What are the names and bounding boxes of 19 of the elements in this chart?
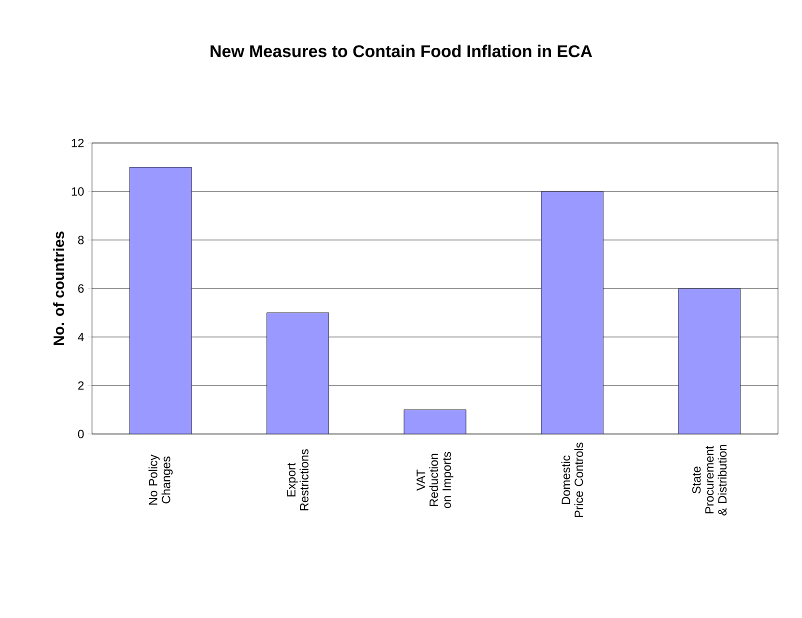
bar <box>678 288 741 434</box>
y-tick-label: 8 <box>78 236 84 244</box>
y-tick-label: 12 <box>72 138 84 148</box>
bar <box>266 312 330 434</box>
y-tick-label: 4 <box>78 332 84 342</box>
bar <box>129 167 192 434</box>
y-tick-label: 6 <box>78 284 84 293</box>
y-axis-title: No. of countries <box>53 232 64 346</box>
y-tick-label: 10 <box>72 187 84 196</box>
x-tick-label: State Procurement & Distribution <box>692 444 727 516</box>
bar <box>404 410 466 434</box>
bar <box>541 191 604 434</box>
chart-title: New Measures to Contain Food Inflation in ECA <box>210 44 592 58</box>
x-tick-label: Export Restrictions <box>287 449 308 510</box>
y-tick-label: 2 <box>78 381 84 390</box>
x-tick-label: VAT Reduction on Imports <box>416 452 454 508</box>
x-tick-label: No Policy Changes <box>148 454 173 505</box>
y-tick-label: 0 <box>78 430 84 438</box>
x-tick-label: Domestic Price Controls <box>561 442 584 517</box>
